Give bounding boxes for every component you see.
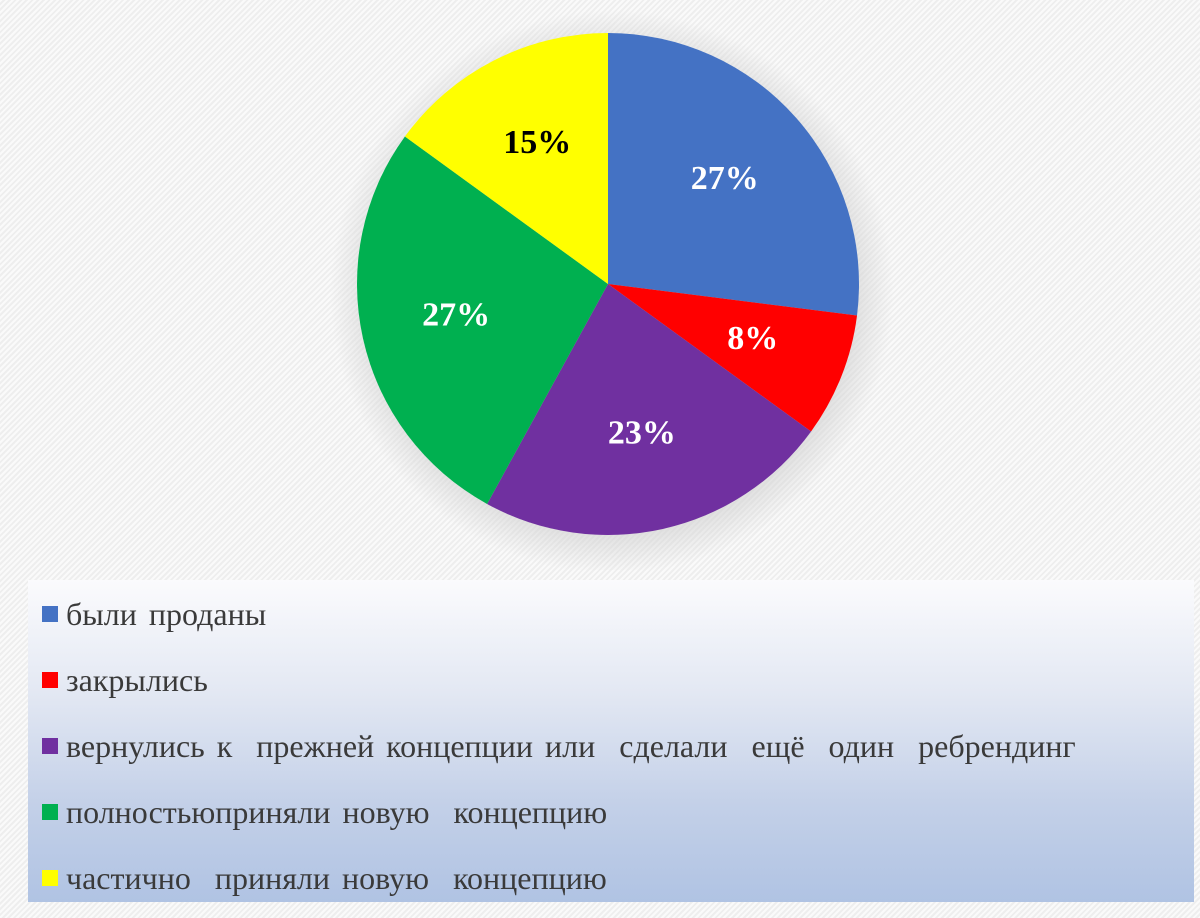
pie-slice-labels: 27% 8% 23% 27% 15% bbox=[422, 124, 778, 452]
pie-slice-1 bbox=[608, 284, 858, 432]
pie-slices bbox=[357, 33, 859, 535]
pie-slice-2 bbox=[487, 284, 812, 535]
legend-swatch-3 bbox=[42, 804, 58, 820]
pie-slice-label-0: 27% bbox=[691, 160, 759, 197]
legend-item-4: частично приняли новую концепцию bbox=[42, 858, 607, 898]
legend-swatch-2 bbox=[42, 738, 58, 754]
legend-item-3: полностьюприняли новую концепцию bbox=[42, 792, 607, 832]
pie-chart-svg: 27% 8% 23% 27% 15% bbox=[330, 10, 894, 570]
legend-item-2: вернулись к прежней концепции или сделал… bbox=[42, 726, 1076, 766]
legend-swatch-0 bbox=[42, 606, 58, 622]
legend-label-0: были проданы bbox=[66, 595, 267, 632]
legend-swatch-4 bbox=[42, 870, 58, 886]
legend-label-4: частично приняли новую концепцию bbox=[66, 859, 607, 896]
legend-item-1: закрылись bbox=[42, 660, 208, 700]
pie-slice-label-2: 23% bbox=[608, 415, 676, 452]
legend: были проданы закрылись вернулись к прежней… bbox=[28, 580, 1194, 902]
pie-slice-0 bbox=[608, 33, 859, 316]
legend-label-2: вернулись к прежней концепции или сделал… bbox=[66, 727, 1076, 764]
pie-chart: 27% 8% 23% 27% 15% bbox=[330, 10, 894, 570]
legend-label-3: полностьюприняли новую концепцию bbox=[66, 793, 608, 830]
pie-slice-label-3: 27% bbox=[422, 297, 490, 334]
legend-item-0: были проданы bbox=[42, 594, 266, 634]
pie-slice-3 bbox=[357, 136, 608, 504]
legend-swatch-1 bbox=[42, 672, 58, 688]
legend-label-1: закрылись bbox=[66, 661, 208, 698]
pie-slice-4 bbox=[404, 33, 608, 284]
pie-slice-label-1: 8% bbox=[727, 320, 778, 357]
pie-slice-label-4: 15% bbox=[503, 124, 571, 161]
